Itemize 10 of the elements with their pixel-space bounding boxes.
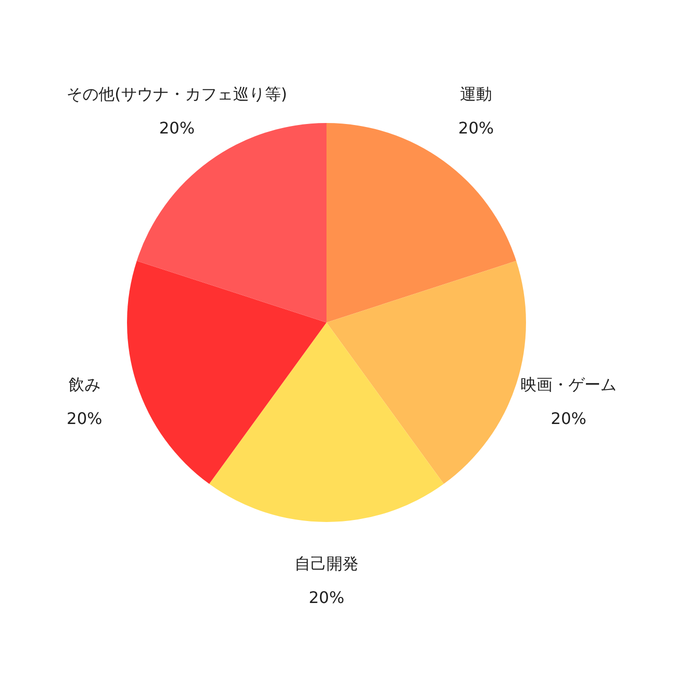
data-label: 20% — [308, 588, 344, 608]
slice-label: その他(サウナ・カフェ巡り等) — [66, 84, 288, 104]
data-label: 20% — [159, 118, 195, 138]
slice-label: 飲み — [68, 374, 100, 394]
data-label: 20% — [66, 408, 102, 428]
data-label: 20% — [550, 408, 586, 428]
data-label: 20% — [458, 118, 494, 138]
slice-label: 映画・ゲーム — [520, 374, 617, 394]
slice-label: 自己開発 — [294, 554, 358, 574]
slice-label: 運動 — [460, 84, 492, 104]
